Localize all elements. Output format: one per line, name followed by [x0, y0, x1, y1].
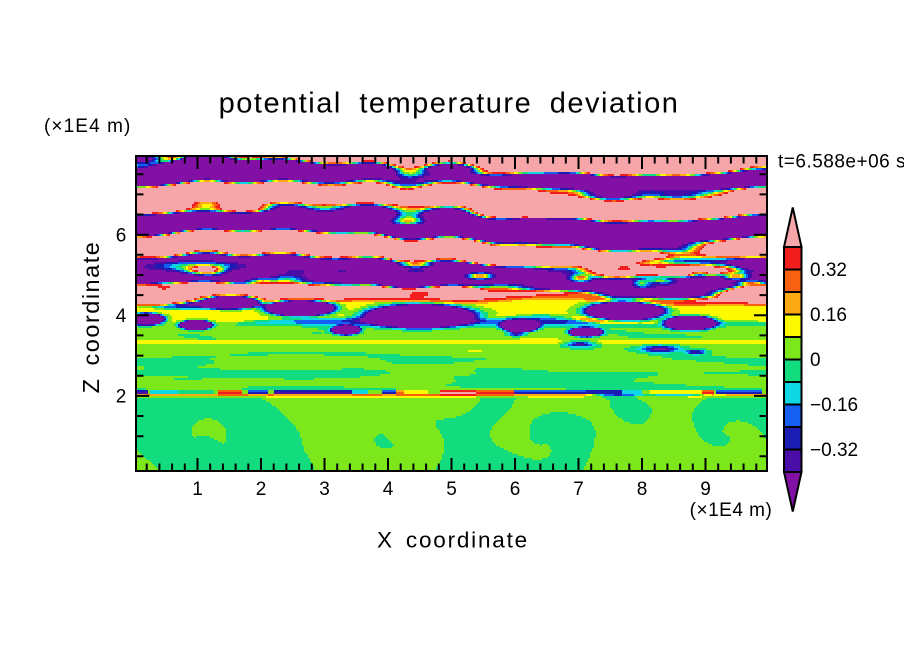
svg-text:4: 4	[383, 479, 394, 500]
svg-text:(×1E4 m): (×1E4 m)	[44, 116, 131, 137]
svg-text:7: 7	[573, 479, 584, 500]
svg-text:4: 4	[116, 306, 127, 327]
svg-text:8: 8	[637, 479, 648, 500]
svg-text:t=6.588e+06 s: t=6.588e+06 s	[778, 152, 904, 173]
svg-text:(×1E4 m): (×1E4 m)	[690, 500, 773, 521]
svg-text:0.32: 0.32	[810, 260, 847, 281]
svg-text:0.16: 0.16	[810, 305, 847, 326]
svg-text:−0.16: −0.16	[810, 395, 858, 416]
svg-text:6: 6	[510, 479, 521, 500]
svg-text:X coordinate: X coordinate	[377, 528, 529, 553]
svg-text:potential temperature deviatio: potential temperature deviation	[219, 88, 680, 120]
svg-text:0: 0	[810, 350, 821, 371]
svg-text:2: 2	[116, 387, 127, 408]
svg-text:−0.32: −0.32	[810, 440, 858, 461]
svg-text:1: 1	[192, 479, 203, 500]
svg-text:2: 2	[256, 479, 267, 500]
svg-text:Z coordinate: Z coordinate	[78, 241, 104, 394]
svg-text:5: 5	[446, 479, 457, 500]
svg-text:6: 6	[116, 226, 127, 247]
svg-text:9: 9	[700, 479, 711, 500]
svg-text:3: 3	[319, 479, 330, 500]
